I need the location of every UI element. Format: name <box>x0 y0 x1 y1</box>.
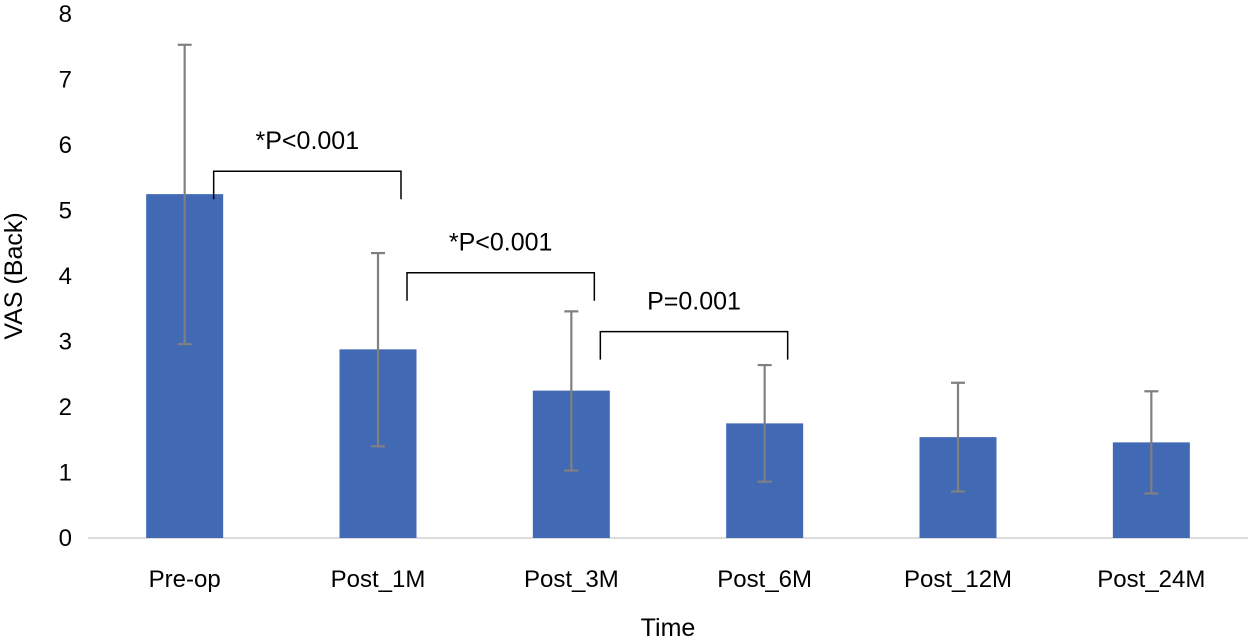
y-tick-label: 3 <box>59 329 72 356</box>
error-bar <box>1144 390 1159 495</box>
y-tick-label: 0 <box>59 525 72 552</box>
x-tick-label: Post_24M <box>1097 566 1205 593</box>
significance-bracket: *P<0.001 <box>212 127 402 200</box>
p-value-label: P=0.001 <box>647 288 741 316</box>
error-bars <box>177 43 1159 495</box>
y-tick-label: 1 <box>59 460 72 487</box>
p-value-label: *P<0.001 <box>256 127 360 155</box>
y-tick-label: 7 <box>59 67 72 94</box>
y-tick-label: 2 <box>59 394 72 421</box>
bars <box>146 194 1190 538</box>
p-value-label: *P<0.001 <box>449 229 553 257</box>
x-tick-label: Pre-op <box>149 566 221 593</box>
bracket-line <box>212 170 402 200</box>
y-tick-label: 6 <box>59 132 72 159</box>
error-bar <box>371 251 385 448</box>
y-axis-ticks: 0 1 2 3 4 5 6 7 8 <box>59 1 72 552</box>
y-tick-label: 8 <box>59 1 72 28</box>
error-bar <box>177 43 192 346</box>
bracket-line <box>599 330 789 360</box>
significance-bracket: P=0.001 <box>599 288 789 360</box>
y-tick-label: 4 <box>59 263 72 290</box>
x-tick-label: Post_1M <box>331 566 426 593</box>
y-axis-title: VAS (Back) <box>0 212 28 339</box>
significance-annotations: *P<0.001 *P<0.001 P=0.001 <box>212 127 789 360</box>
x-axis-ticks: Pre-op Post_1M Post_3M Post_6M Post_12M Post_… <box>149 566 1206 593</box>
x-tick-label: Post_3M <box>524 566 619 593</box>
x-tick-label: Post_6M <box>717 566 812 593</box>
x-tick-label: Post_12M <box>904 566 1012 593</box>
x-axis-title: Time <box>641 614 696 640</box>
bracket-line <box>406 271 596 301</box>
error-bar <box>564 310 579 472</box>
error-bar <box>757 363 772 483</box>
significance-bracket: *P<0.001 <box>406 229 596 301</box>
error-bar <box>951 381 965 493</box>
y-tick-label: 5 <box>59 198 72 225</box>
